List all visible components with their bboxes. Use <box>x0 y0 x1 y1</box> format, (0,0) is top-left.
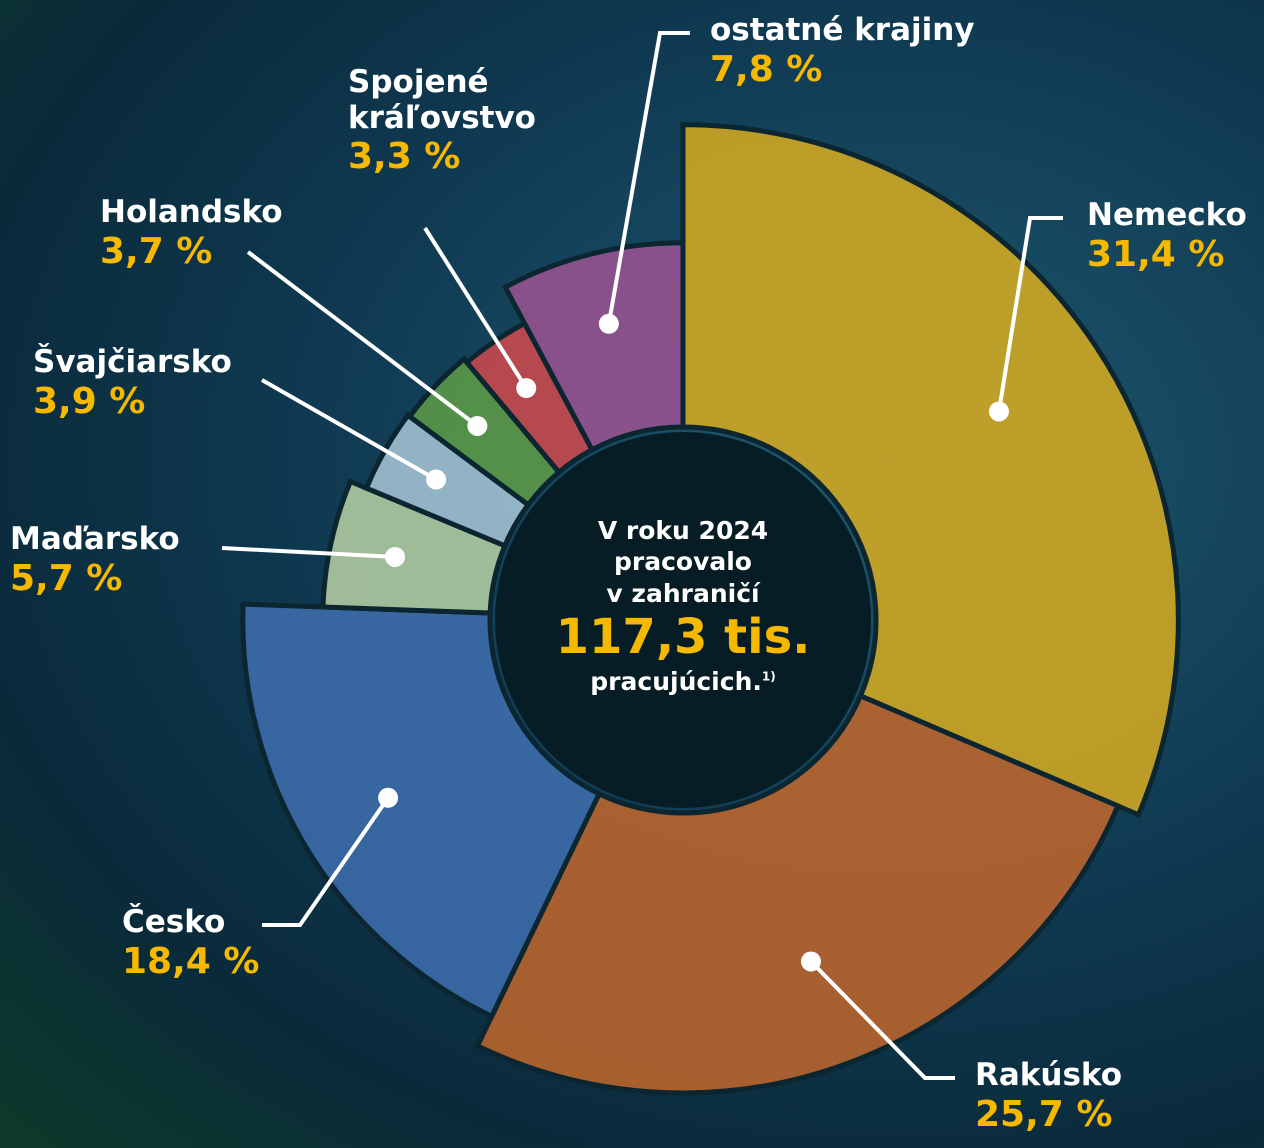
pie-segment <box>680 122 1181 819</box>
segment-label: Švajčiarsko 3,9 % <box>33 344 263 422</box>
leader-dot <box>800 951 821 972</box>
segment-label: Česko 18,4 % <box>122 904 322 982</box>
value-label: 31,4 % <box>1087 233 1225 275</box>
segment-label: Rakúsko 25,7 % <box>975 1057 1175 1135</box>
leader-line <box>606 31 690 325</box>
category-label: ostatné krajiny <box>710 12 975 48</box>
pie-segment <box>320 478 509 616</box>
category-label: Rakúsko <box>975 1057 1123 1093</box>
leader-dot <box>378 787 399 808</box>
center-unit: pracujúcich.1) <box>533 666 833 697</box>
leader-line <box>996 216 1063 412</box>
pie-segment <box>501 240 686 454</box>
leader-line <box>246 250 479 428</box>
leader-line <box>809 960 955 1080</box>
leader-dot <box>426 469 447 490</box>
leader-dot <box>598 313 619 334</box>
leader-line <box>261 378 438 482</box>
category-label: Česko <box>122 904 226 940</box>
value-label: 3,3 % <box>348 136 461 178</box>
leader-dot <box>988 401 1009 422</box>
unit: pracujúcich. <box>590 667 762 697</box>
leader-line <box>423 226 528 390</box>
value-label: 3,7 % <box>100 230 213 272</box>
category-label: Nemecko <box>1087 197 1247 233</box>
segment-label: Nemecko 31,4 % <box>1087 197 1264 275</box>
leader-line <box>221 546 396 559</box>
segment-label: Maďarsko 5,7 % <box>10 521 210 599</box>
footnote: 1) <box>761 670 776 685</box>
category-label: Maďarsko <box>10 521 180 557</box>
center-line: pracovalo <box>613 547 752 577</box>
leader-dot <box>467 415 488 436</box>
value-label: 5,7 % <box>10 557 123 599</box>
pie-segment <box>240 601 603 1020</box>
center-line: v zahraničí <box>606 578 760 608</box>
center-text: V roku 2024 pracovalo v zahraničí 117,3 … <box>533 515 833 698</box>
value-label: 7,8 % <box>710 48 823 90</box>
leader-dot <box>385 546 406 567</box>
pie-segment <box>474 692 1122 1096</box>
segment-label: Spojené kráľovstvo 3,3 % <box>348 64 548 178</box>
leader-dot <box>516 378 537 399</box>
category-label: Spojené kráľovstvo <box>348 64 536 136</box>
value-label: 25,7 % <box>975 1093 1113 1135</box>
category-label: Holandsko <box>100 194 283 230</box>
center-total: 117,3 tis. <box>555 608 811 665</box>
category-label: Švajčiarsko <box>33 344 232 380</box>
center-hole <box>495 432 871 808</box>
segment-label: Holandsko 3,7 % <box>100 194 320 272</box>
segment-label: ostatné krajiny 7,8 % <box>710 12 1010 90</box>
leader-line <box>262 796 390 927</box>
value-label: 3,9 % <box>33 380 146 422</box>
value-label: 18,4 % <box>122 940 260 982</box>
center-line: V roku 2024 <box>597 516 769 545</box>
